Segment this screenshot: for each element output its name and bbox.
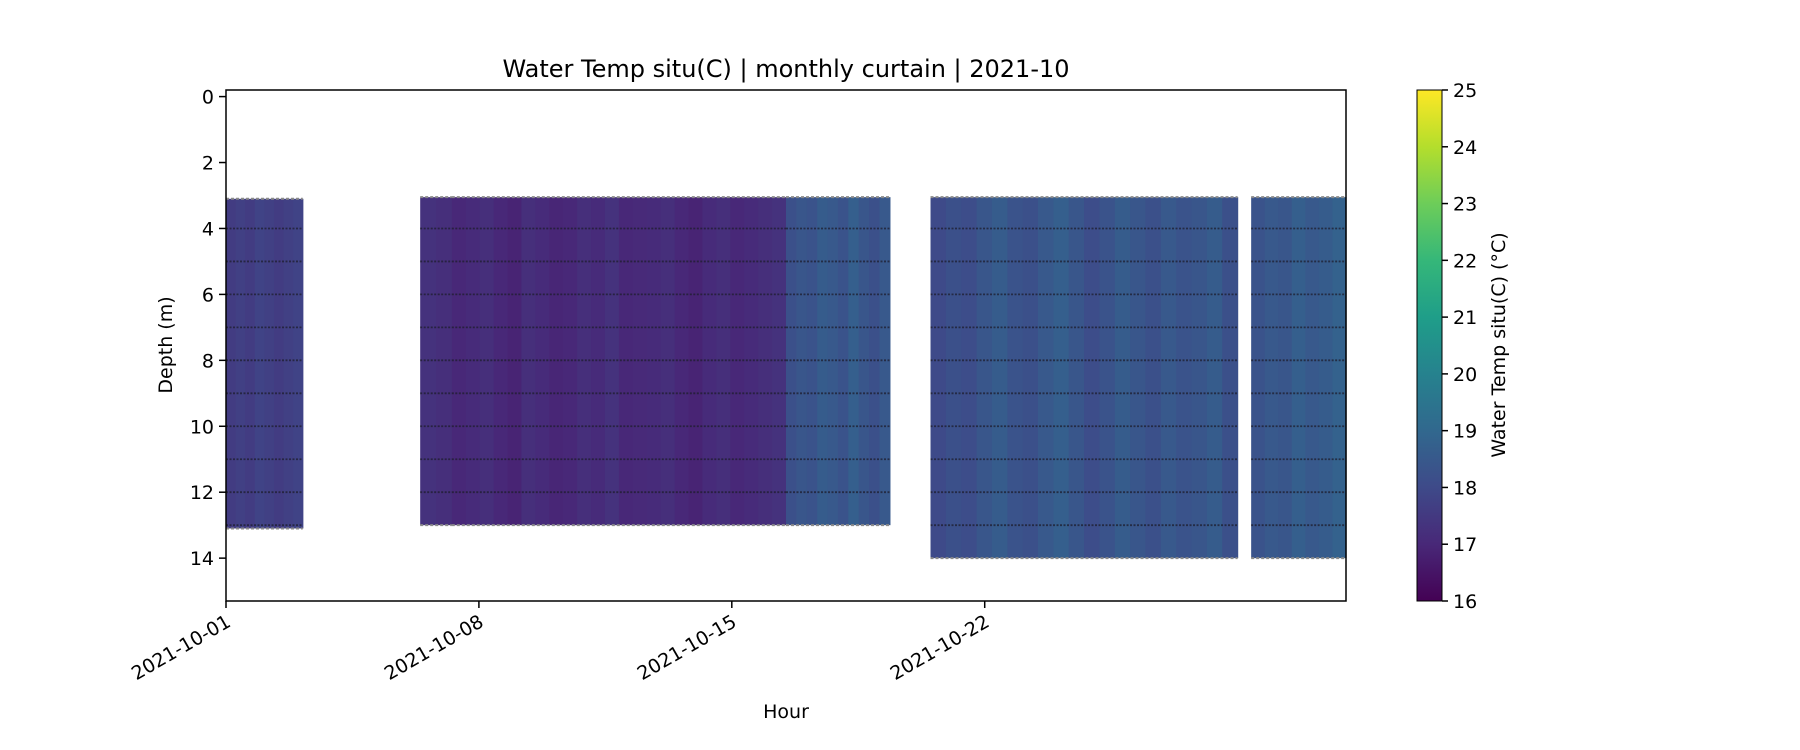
temperature-cell <box>604 197 620 526</box>
temperature-cell <box>436 197 453 526</box>
chart-title: Water Temp situ(C) | monthly curtain | 2… <box>502 55 1069 83</box>
temperature-cell <box>226 198 237 529</box>
x-tick-label: 2021-10-15 <box>634 611 741 685</box>
temperature-cell <box>535 197 550 526</box>
temperature-cell <box>744 197 759 526</box>
temperature-cell <box>1099 197 1116 559</box>
curtain-segment <box>420 196 453 527</box>
temperature-cell <box>235 198 246 529</box>
x-tick-label: 2021-10-22 <box>887 611 994 685</box>
y-axis-label: Depth (m) <box>155 296 177 393</box>
temperature-cell <box>730 197 745 526</box>
temperature-cell <box>1332 197 1347 559</box>
plot-frame <box>225 89 1347 602</box>
colorbar-tick-label: 23 <box>1453 194 1477 216</box>
colorbar-tick-label: 18 <box>1453 477 1477 499</box>
temperature-cell <box>646 197 662 526</box>
y-tick-label: 12 <box>190 482 214 504</box>
temperature-cell <box>1053 197 1070 559</box>
colorbar-ticks: 16 17 18 19 20 21 22 23 24 25 <box>1442 80 1477 613</box>
temperature-cell <box>1160 197 1177 559</box>
curtain-segment <box>930 196 1239 560</box>
temperature-cell <box>273 198 285 529</box>
y-tick-label: 14 <box>190 548 214 570</box>
temperature-cell <box>254 198 265 529</box>
temperature-cell <box>549 197 564 526</box>
temperature-cell <box>577 197 592 526</box>
colorbar-tick-label: 22 <box>1453 250 1477 272</box>
x-tick-label: 2021-10-08 <box>381 611 488 685</box>
temperature-cell <box>264 198 275 529</box>
temperature-cell <box>618 197 634 526</box>
temperature-cell <box>1222 197 1239 559</box>
temperature-cell <box>1305 197 1320 559</box>
temperature-cell <box>945 197 962 559</box>
temperature-cell <box>1084 197 1101 559</box>
y-tick-label: 2 <box>202 153 214 175</box>
temperature-cell <box>674 197 690 526</box>
curtain-segment <box>786 196 891 527</box>
colorbar-tick-label: 20 <box>1453 364 1477 386</box>
temperature-cell <box>930 197 947 559</box>
temperature-cell <box>293 198 304 529</box>
y-tick-label: 0 <box>202 87 214 109</box>
colorbar-tick-label: 19 <box>1453 421 1477 443</box>
y-tick-label: 6 <box>202 284 214 306</box>
colorbar-tick-label: 16 <box>1453 591 1477 613</box>
temperature-cell <box>1007 197 1024 559</box>
temperature-cell <box>1291 197 1306 559</box>
temperature-cell <box>1191 197 1208 559</box>
temperature-cell <box>245 198 256 529</box>
temperature-cell <box>716 197 731 526</box>
temperature-cell <box>1318 197 1334 559</box>
temperature-cell <box>1068 197 1085 559</box>
temperature-cell <box>976 197 993 559</box>
temperature-cell <box>991 197 1008 559</box>
colorbar-tick-label: 25 <box>1453 80 1477 102</box>
curtain-segment <box>226 197 304 530</box>
temperature-cell <box>1145 197 1162 559</box>
temperature-cell <box>688 197 704 526</box>
temperature-cell <box>1206 197 1223 559</box>
temperature-cell <box>1038 197 1054 559</box>
colorbar-label: Water Temp situ(C) (°C) <box>1488 232 1510 457</box>
temperature-cell <box>507 197 523 526</box>
temperature-cell <box>702 197 717 526</box>
temperature-cell <box>961 197 978 559</box>
temperature-cell <box>1114 197 1131 559</box>
colorbar-tick-label: 24 <box>1453 137 1477 159</box>
temperature-cell <box>758 197 773 526</box>
y-axis: 0 2 4 6 8 10 12 14 <box>190 87 226 570</box>
temperature-cell <box>521 197 536 526</box>
temperature-cell <box>1264 197 1279 559</box>
temperature-cell <box>1278 197 1293 559</box>
temperature-cell <box>591 197 606 526</box>
y-tick-label: 8 <box>202 350 214 372</box>
x-tick-label: 2021-10-01 <box>128 611 235 685</box>
temperature-cell <box>632 197 648 526</box>
temperature-cell <box>283 198 294 529</box>
colorbar-tick-label: 21 <box>1453 307 1477 329</box>
colorbar-tick-label: 17 <box>1453 534 1477 556</box>
temperature-cell <box>772 197 787 526</box>
colorbar <box>1416 89 1443 602</box>
curtain-segment <box>451 196 787 527</box>
temperature-cell <box>660 197 676 526</box>
temperature-cell <box>563 197 578 526</box>
y-tick-label: 10 <box>190 416 214 438</box>
curtain-segment <box>1251 196 1347 560</box>
y-tick-label: 4 <box>202 218 214 240</box>
temperature-cell <box>1176 197 1193 559</box>
temperature-cell <box>1130 197 1147 559</box>
temperature-cell <box>1251 197 1266 559</box>
temperature-cell <box>1022 197 1039 559</box>
x-axis-label: Hour <box>763 701 809 723</box>
plot-area <box>226 196 1347 560</box>
x-axis: 2021-10-01 2021-10-08 2021-10-15 2021-10-22 <box>128 601 993 685</box>
